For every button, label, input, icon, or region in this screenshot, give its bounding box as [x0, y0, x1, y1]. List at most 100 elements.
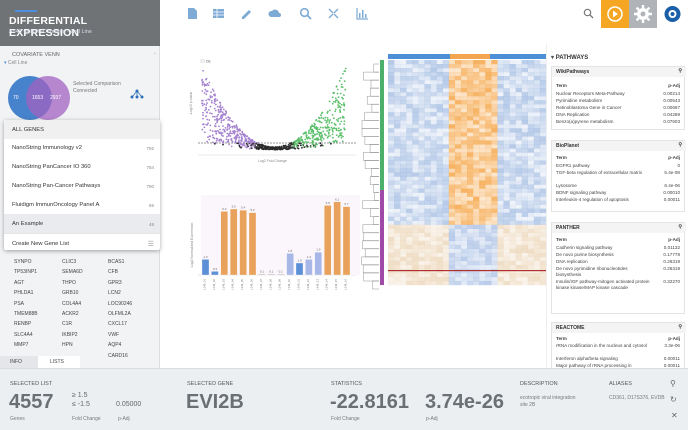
- pathway-term[interactable]: Interleukin-4 regulation of apoptosis: [556, 197, 629, 202]
- gene-cell[interactable]: PHLDA1: [14, 290, 34, 297]
- gene-cell[interactable]: OLFML2A: [108, 311, 131, 318]
- pathway-term[interactable]: Interferon alpha/beta signaling: [556, 356, 618, 361]
- dropdown-item[interactable]: Fluidigm ImmunOncology Panel A 65: [4, 195, 160, 214]
- pathway-term[interactable]: De novo purine biosynthesis: [556, 252, 614, 257]
- pathway-term[interactable]: Pyrimidine metabolism: [556, 98, 603, 103]
- gene-cell[interactable]: CARD16: [108, 352, 128, 359]
- collapse-icon[interactable]: [327, 7, 340, 20]
- pathway-term[interactable]: Retinoblastoma Gene in Cancer: [556, 105, 622, 110]
- cloud-icon[interactable]: [268, 7, 281, 20]
- gene-cell[interactable]: ACKR2: [62, 311, 79, 318]
- gene-cell[interactable]: SLC4A4: [14, 331, 33, 338]
- play-button[interactable]: [601, 0, 629, 28]
- volcano-plot[interactable]: -Log10 p-value Log2 Fold Change DE: [188, 55, 360, 165]
- search-zoom-icon[interactable]: [299, 7, 312, 20]
- chevron-icon[interactable]: ‹: [154, 51, 156, 57]
- gene-cell[interactable]: BCAS1: [108, 259, 125, 265]
- bar[interactable]: [305, 259, 313, 276]
- pathway-term[interactable]: TGF-beta regulation of extracellular mat…: [556, 170, 643, 175]
- pathway-term[interactable]: rRNA modification in the nucleus and cyt…: [556, 343, 647, 348]
- bar[interactable]: [239, 210, 247, 276]
- bar[interactable]: [277, 273, 285, 276]
- gene-cell[interactable]: LCN2: [108, 290, 121, 297]
- bar[interactable]: [211, 271, 219, 276]
- bar[interactable]: [333, 201, 341, 276]
- fold-change-down[interactable]: ≤ -1.5: [72, 401, 90, 408]
- gene-cell[interactable]: C1R: [62, 321, 73, 328]
- padj-threshold[interactable]: 0.05000: [116, 401, 142, 408]
- expression-bar-chart[interactable]: Log2 Normalized Expression 1.3L149_010.3…: [188, 185, 360, 315]
- table-icon[interactable]: [212, 7, 225, 20]
- search-icon[interactable]: ⚲: [678, 68, 682, 74]
- gene-cell[interactable]: LOC90246: [108, 300, 133, 307]
- search-icon[interactable]: ⚲: [678, 324, 682, 330]
- pathway-term[interactable]: Nuclear Receptors Meta-Pathway: [556, 91, 625, 96]
- create-gene-list-button[interactable]: Create New Gene List ☰: [4, 233, 160, 252]
- bar[interactable]: [267, 273, 275, 276]
- gene-cell[interactable]: CXCL17: [108, 321, 127, 328]
- gene-cell[interactable]: CLIC3: [62, 259, 77, 265]
- bar[interactable]: [295, 262, 304, 276]
- pathway-term[interactable]: Cadherin signaling pathway: [556, 245, 613, 250]
- dropdown-item[interactable]: NanoString Pan-Cancer Pathways 790: [4, 176, 160, 195]
- gene-cell[interactable]: MMP7: [14, 342, 29, 349]
- heatmap[interactable]: [360, 52, 546, 302]
- bar[interactable]: [258, 273, 266, 276]
- gene-cell[interactable]: AGT: [14, 279, 25, 286]
- gene-cell[interactable]: COL4A4: [62, 300, 82, 307]
- pathway-term[interactable]: Lysosome: [556, 183, 577, 188]
- gene-cell[interactable]: CFB: [108, 269, 118, 276]
- gene-cell[interactable]: HPN: [62, 342, 73, 349]
- venn-diagram[interactable]: 70 1653 2937: [4, 66, 156, 122]
- search-icon[interactable]: ⚲: [678, 224, 682, 230]
- pathway-term[interactable]: EGFR1 pathway: [556, 163, 590, 168]
- gene-cell[interactable]: SYNPO: [14, 259, 32, 265]
- refresh-icon[interactable]: ↻: [670, 395, 677, 404]
- dropdown-item[interactable]: ALL GENES: [4, 120, 160, 139]
- document-icon[interactable]: [186, 7, 199, 20]
- gene-cell[interactable]: IKBIP2: [62, 331, 78, 338]
- edit-icon[interactable]: [240, 7, 253, 20]
- search-icon[interactable]: [583, 8, 594, 19]
- gene-cell[interactable]: THPO: [62, 279, 76, 286]
- gene-cell[interactable]: RENBP: [14, 321, 32, 328]
- covariate-header[interactable]: COVARIATE VENN ‹: [0, 46, 160, 59]
- dropdown-item[interactable]: An Example 48: [4, 214, 160, 233]
- settings-button[interactable]: [629, 0, 657, 28]
- pathway-term[interactable]: BDNF signaling pathway: [556, 190, 607, 195]
- gene-cell[interactable]: TP53INP1: [14, 269, 38, 276]
- dropdown-item[interactable]: NanoString PanCancer IO 360 784: [4, 157, 160, 176]
- bar[interactable]: [201, 259, 210, 276]
- gene-cell[interactable]: AQP4: [108, 342, 122, 349]
- pathway-term[interactable]: De novo pyrimidine ribonucleotides biosy…: [556, 266, 628, 277]
- fold-change-up[interactable]: ≥ 1.5: [72, 392, 88, 399]
- search-icon[interactable]: ⚲: [670, 379, 676, 388]
- dropdown-item[interactable]: NanoString Immunology v2 792: [4, 138, 160, 157]
- gene-cell[interactable]: PSA: [14, 300, 25, 307]
- bar[interactable]: [314, 252, 322, 276]
- pathway-term[interactable]: Insulin/IGF pathway-mitogen activated pr…: [556, 279, 650, 290]
- pathway-term[interactable]: DNA replication: [556, 259, 588, 264]
- bar[interactable]: [286, 253, 294, 276]
- bar[interactable]: [220, 211, 228, 276]
- pathway-term[interactable]: DNA Replication: [556, 112, 590, 117]
- gene-cell[interactable]: GRB10: [62, 290, 79, 297]
- close-icon[interactable]: ✕: [671, 411, 678, 420]
- gene-cell[interactable]: VWF: [108, 331, 120, 338]
- bar[interactable]: [342, 206, 351, 276]
- bar[interactable]: [230, 208, 238, 276]
- pathway-term[interactable]: Major pathway of rRNA processing in: [556, 363, 632, 368]
- network-icon[interactable]: [130, 88, 144, 100]
- gene-cell[interactable]: TMEM88B: [14, 311, 38, 318]
- bar[interactable]: [248, 212, 257, 276]
- pathway-term[interactable]: Benzo(a)pyrene metabolism: [556, 119, 614, 124]
- bar[interactable]: [324, 205, 332, 276]
- gene-list-dropdown[interactable]: ALL GENES NanoString Immunology v2 792 Na…: [4, 120, 160, 250]
- gene-cell[interactable]: GPR3: [108, 279, 122, 286]
- tab-lists[interactable]: LISTS: [38, 356, 80, 368]
- logo[interactable]: [657, 0, 688, 28]
- search-icon[interactable]: ⚲: [678, 142, 682, 148]
- venn-right-circle[interactable]: [26, 76, 70, 120]
- gene-cell[interactable]: SEMA6D: [62, 269, 83, 276]
- tab-info[interactable]: INFO: [0, 356, 38, 368]
